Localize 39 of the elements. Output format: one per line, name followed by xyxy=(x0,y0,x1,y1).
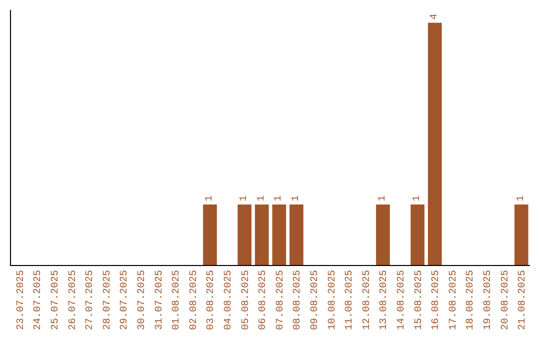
data-label: 4 xyxy=(429,14,440,20)
x-tick-label: 05.08.2025 xyxy=(240,270,252,330)
x-tick-label: 12.08.2025 xyxy=(362,270,373,330)
data-label: 1 xyxy=(412,195,424,202)
x-tick-label: 17.08.2025 xyxy=(448,270,460,330)
data-label: 1 xyxy=(290,195,302,202)
x-tick-label: 29.07.2025 xyxy=(120,270,131,330)
x-tick-label: 20.08.2025 xyxy=(500,270,512,330)
x-tick-label: 02.08.2025 xyxy=(188,270,200,330)
x-tick-label: 16.08.2025 xyxy=(431,270,442,330)
x-tick-label: 19.08.2025 xyxy=(483,270,494,330)
x-tick-label: 13.08.2025 xyxy=(379,270,390,330)
x-tick-label: 25.07.2025 xyxy=(50,270,62,330)
x-tick-label: 07.08.2025 xyxy=(275,270,286,330)
data-label: 1 xyxy=(256,195,268,202)
x-tick-label: 21.08.2025 xyxy=(518,270,529,330)
x-tick-label: 15.08.2025 xyxy=(414,270,425,330)
x-tick-label: 14.08.2025 xyxy=(396,270,408,330)
x-tick-label: 09.08.2025 xyxy=(310,270,321,330)
x-tick-label: 11.08.2025 xyxy=(344,270,356,330)
x-tick-label: 04.08.2025 xyxy=(224,270,234,330)
x-tick-label: 03.08.2025 xyxy=(206,270,218,330)
data-label: 1 xyxy=(274,195,285,202)
data-label: 1 xyxy=(377,195,388,202)
x-tick-label: 01.08.2025 xyxy=(172,270,183,330)
x-tick-label: 31.07.2025 xyxy=(154,270,166,330)
x-tick-label: 30.07.2025 xyxy=(137,270,148,330)
x-tick-label: 10.08.2025 xyxy=(327,270,338,330)
x-tick-label: 28.07.2025 xyxy=(102,270,114,330)
data-label: 1 xyxy=(516,195,527,202)
x-tick-label: 08.08.2025 xyxy=(292,270,304,330)
x-tick-label: 06.08.2025 xyxy=(258,270,270,330)
data-label: 1 xyxy=(239,195,250,202)
x-tick-label: 23.07.2025 xyxy=(16,270,27,330)
x-tick-label: 26.07.2025 xyxy=(68,270,79,330)
x-tick-label: 27.07.2025 xyxy=(85,270,96,330)
x-tick-label: 18.08.2025 xyxy=(466,270,477,330)
data-label: 1 xyxy=(204,195,216,202)
x-tick-label: 24.07.2025 xyxy=(33,270,44,330)
